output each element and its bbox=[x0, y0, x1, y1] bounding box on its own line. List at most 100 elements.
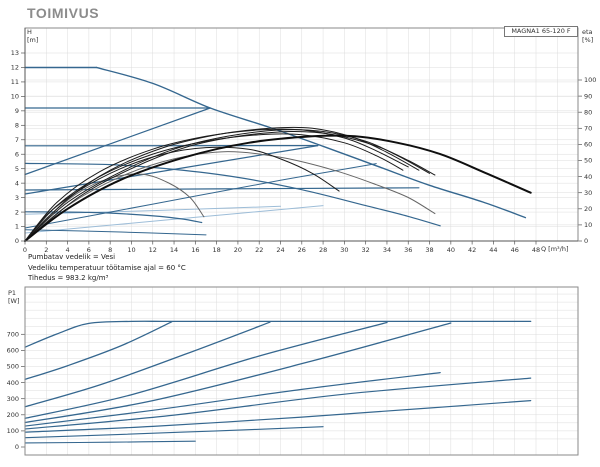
tick-label: 3 bbox=[15, 194, 19, 202]
tick-label: 24 bbox=[276, 246, 284, 254]
curve-eta-curve-6 bbox=[24, 146, 340, 242]
plot-frames bbox=[24, 27, 579, 456]
tick-label: 9 bbox=[15, 107, 19, 115]
gridlines bbox=[25, 28, 578, 455]
h-axis-label: H [m] bbox=[27, 28, 39, 44]
curve-low-flat-curve bbox=[24, 229, 207, 236]
note-density: Tihedus = 983.2 kg/m³ bbox=[28, 274, 109, 282]
curve-p1-speed-6 bbox=[24, 372, 441, 427]
tick-label: 400 bbox=[7, 379, 19, 387]
note-temperature: Vedeliku temperatuur töötamise ajal = 60… bbox=[28, 263, 186, 272]
tick-label: 36 bbox=[404, 246, 412, 254]
eta-axis-unit: [%] bbox=[582, 35, 594, 44]
tick-label: 40 bbox=[447, 246, 455, 254]
curve-p1-speed-4 bbox=[24, 321, 388, 419]
curve-p1-max bbox=[24, 320, 532, 348]
tick-label: 100 bbox=[584, 76, 596, 84]
tick-label: 11 bbox=[11, 78, 19, 86]
tick-label: 30 bbox=[340, 246, 348, 254]
tick-label: 700 bbox=[7, 331, 19, 339]
curve-p1-speed-8 bbox=[24, 400, 532, 433]
tick-label: 42 bbox=[468, 246, 476, 254]
tick-label: 12 bbox=[11, 64, 19, 72]
tick-label: 4 bbox=[66, 246, 70, 254]
tick-label: 50 bbox=[584, 157, 592, 165]
curve-max-speed-curve bbox=[95, 66, 527, 219]
tick-label: 34 bbox=[383, 246, 391, 254]
tick-label: 70 bbox=[584, 125, 592, 133]
tick-label: 13 bbox=[11, 49, 19, 57]
p1-axis-label: P1 [W] bbox=[8, 289, 20, 305]
curve-p1-speed-3 bbox=[24, 321, 271, 408]
tick-label: 7 bbox=[15, 136, 19, 144]
tick-label: 300 bbox=[7, 395, 19, 403]
tick-label: 4 bbox=[15, 179, 19, 187]
curve-p1-speed-9 bbox=[24, 426, 324, 439]
tick-label: 2 bbox=[44, 246, 48, 254]
tick-label: 20 bbox=[584, 205, 592, 213]
hq-curves bbox=[24, 66, 532, 242]
p1-curves bbox=[24, 320, 532, 444]
tick-label: 8 bbox=[108, 246, 112, 254]
tick-label: 16 bbox=[191, 246, 199, 254]
tick-label: 18 bbox=[212, 246, 220, 254]
h-axis-name: H bbox=[27, 28, 32, 36]
tick-label: 500 bbox=[7, 363, 19, 371]
tick-label: 12 bbox=[149, 246, 157, 254]
tick-label: 0 bbox=[15, 237, 19, 245]
curve-p1-min bbox=[24, 440, 196, 444]
curve-eta-curve-5 bbox=[24, 130, 436, 242]
tick-label: 44 bbox=[489, 246, 497, 254]
axis-ticks: 0 2 4 6 8 10 12 14 16 18 20 22 24 26 28 30 32 34 36 38 40 42 4… bbox=[7, 49, 597, 451]
curve-prop-pressure-long bbox=[24, 163, 377, 229]
tick-label: 5 bbox=[15, 165, 19, 173]
tick-label: 90 bbox=[584, 92, 592, 100]
curve-setpoint-line-low-b bbox=[24, 205, 324, 234]
curve-mid-speed-curve bbox=[24, 162, 441, 227]
curve-p1-speed-7 bbox=[24, 377, 532, 430]
tick-label: 0 bbox=[23, 246, 27, 254]
tick-label: 0 bbox=[15, 443, 19, 451]
tick-label: 0 bbox=[584, 237, 588, 245]
curve-prop-pressure-to-6.5m bbox=[24, 145, 319, 195]
h-axis-unit: [m] bbox=[27, 35, 39, 44]
tick-label: 38 bbox=[425, 246, 433, 254]
tick-label: 60 bbox=[584, 141, 592, 149]
tick-label: 200 bbox=[7, 411, 19, 419]
note-fluid: Pumbatav vedelik = Vesi bbox=[28, 253, 116, 261]
tick-label: 80 bbox=[584, 108, 592, 116]
curve-min-speed-curve bbox=[24, 211, 203, 224]
tick-label: 48 bbox=[532, 246, 540, 254]
tick-label: 14 bbox=[170, 246, 178, 254]
p1-axis-unit: [W] bbox=[8, 296, 20, 305]
page-title: TOIMIVUS bbox=[27, 5, 100, 21]
tick-label: 6 bbox=[87, 246, 91, 254]
curve-eta-curve-max bbox=[24, 134, 532, 242]
tick-label: 20 bbox=[234, 246, 242, 254]
tick-label: 46 bbox=[511, 246, 519, 254]
tick-label: 32 bbox=[362, 246, 370, 254]
tick-label: 600 bbox=[7, 347, 19, 355]
curve-p1-speed-5 bbox=[24, 322, 452, 424]
eta-axis-name: eta bbox=[582, 28, 593, 36]
tick-label: 28 bbox=[319, 246, 327, 254]
operating-conditions: Pumbatav vedelik = Vesi Vedeliku tempera… bbox=[28, 252, 186, 284]
p1-plot-frame bbox=[24, 286, 579, 456]
tick-label: 8 bbox=[15, 122, 19, 130]
q-axis-label: Q [m³/h] bbox=[541, 245, 569, 253]
curve-p1-speed-2 bbox=[24, 321, 173, 381]
p1-axis-name: P1 bbox=[8, 289, 17, 297]
tick-label: 6 bbox=[15, 150, 19, 158]
curve-const-pressure-3.5m bbox=[24, 187, 420, 191]
curve-eta-curve-mid-gray bbox=[24, 151, 436, 242]
tick-label: 2 bbox=[15, 208, 19, 216]
tick-label: 26 bbox=[298, 246, 306, 254]
pump-model-badge: MAGNA1 65-120 F bbox=[504, 26, 578, 37]
tick-label: 100 bbox=[7, 427, 19, 435]
tick-label: 22 bbox=[255, 246, 263, 254]
tick-label: 1 bbox=[15, 223, 19, 231]
eta-axis-label: eta [%] bbox=[582, 28, 594, 44]
tick-label: 10 bbox=[584, 221, 592, 229]
